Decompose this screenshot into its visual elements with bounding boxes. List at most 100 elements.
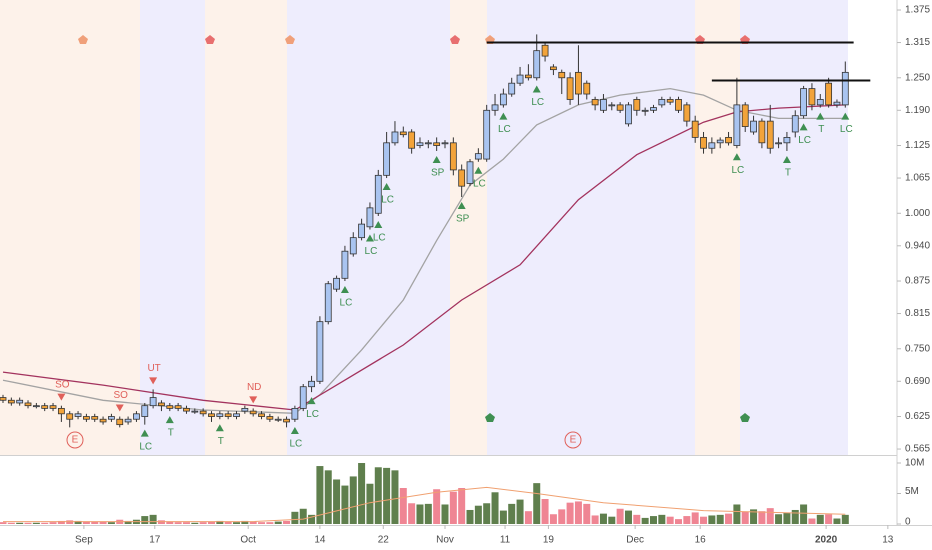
volume-bar bbox=[633, 514, 641, 524]
volume-bar bbox=[49, 522, 57, 524]
signal-arrow bbox=[474, 166, 483, 174]
y-tick-label: 1.250 bbox=[905, 72, 930, 83]
volume-bar bbox=[283, 520, 291, 524]
candle-body bbox=[691, 120, 699, 138]
candle-body bbox=[274, 418, 282, 421]
candle-body bbox=[7, 399, 15, 404]
candle-body bbox=[424, 142, 432, 145]
volume-bar bbox=[783, 513, 791, 524]
y-tick-label: 0.625 bbox=[905, 411, 930, 422]
volume-bar bbox=[458, 488, 466, 524]
volume-bar bbox=[574, 501, 582, 524]
candle-body bbox=[783, 136, 791, 144]
signal-label: SO bbox=[55, 379, 70, 390]
volume-bar bbox=[816, 514, 824, 524]
candle-body bbox=[0, 397, 7, 401]
signal-label: LC bbox=[306, 409, 319, 420]
volume-bar bbox=[683, 516, 691, 524]
candle-body bbox=[66, 413, 74, 420]
volume-bar bbox=[658, 514, 666, 524]
candle-body bbox=[158, 402, 165, 407]
x-tick-label: Nov bbox=[436, 535, 454, 546]
candle-body bbox=[499, 93, 507, 106]
candle-body bbox=[566, 77, 574, 100]
volume-bar bbox=[182, 522, 190, 524]
volume-bar bbox=[66, 520, 74, 524]
signal-arrow bbox=[249, 396, 258, 404]
signal-arrow bbox=[799, 123, 808, 131]
volume-bar bbox=[366, 483, 374, 524]
volume-bar bbox=[16, 522, 24, 524]
candle-body bbox=[775, 142, 782, 145]
candle-body bbox=[524, 74, 532, 79]
band bbox=[487, 0, 695, 455]
volume-bar bbox=[324, 470, 332, 524]
volume-bar bbox=[266, 522, 274, 524]
candle-body bbox=[816, 99, 824, 106]
volume-bar bbox=[24, 522, 32, 524]
candle-body bbox=[558, 71, 566, 79]
volume-bar bbox=[141, 516, 149, 524]
volume-bar bbox=[358, 463, 366, 524]
volume-bar bbox=[124, 520, 132, 524]
x-tick-label: 11 bbox=[500, 535, 511, 546]
band bbox=[450, 0, 487, 455]
candle-body bbox=[491, 104, 499, 111]
y-tick-label: 0.690 bbox=[905, 376, 930, 387]
candle-body bbox=[533, 50, 541, 79]
candle-body bbox=[741, 104, 749, 127]
candle-body bbox=[408, 131, 416, 149]
volume-bar bbox=[274, 521, 282, 524]
volume-bar bbox=[32, 522, 40, 524]
candle-body bbox=[641, 109, 649, 112]
candle-body bbox=[516, 74, 524, 84]
candle-body bbox=[216, 413, 224, 417]
y-tick-label: 1.065 bbox=[905, 173, 930, 184]
candle-body bbox=[666, 99, 674, 103]
volume-bar bbox=[733, 504, 741, 524]
candle-body bbox=[283, 418, 290, 423]
candle-body bbox=[625, 104, 632, 125]
pentagon bbox=[205, 35, 215, 44]
volume-tick-label: 10M bbox=[905, 458, 924, 469]
band bbox=[205, 0, 287, 455]
y-tick-label: 0.750 bbox=[905, 343, 930, 354]
band bbox=[695, 0, 740, 455]
volume-bar bbox=[107, 522, 115, 524]
volume-bar bbox=[224, 521, 232, 524]
volume-bar bbox=[333, 479, 341, 524]
event-label: E bbox=[72, 435, 79, 446]
candle-body bbox=[633, 99, 641, 111]
volume-bar bbox=[207, 521, 215, 524]
x-tick-label: Sep bbox=[75, 535, 93, 546]
candle-body bbox=[41, 405, 49, 409]
candle-body bbox=[299, 386, 307, 409]
candle-body bbox=[708, 142, 716, 149]
signal-label: LC bbox=[365, 246, 378, 257]
signal-label: LC bbox=[798, 135, 811, 146]
candle-body bbox=[183, 407, 190, 412]
band bbox=[0, 0, 140, 455]
volume-bar bbox=[433, 489, 441, 524]
candle-body bbox=[658, 99, 666, 106]
signal-arrow bbox=[816, 112, 825, 120]
volume-tick-label: 5M bbox=[905, 486, 919, 497]
x-tick-label: 14 bbox=[314, 535, 326, 546]
candle-body bbox=[791, 115, 799, 133]
event-label: E bbox=[570, 435, 577, 446]
candle-body bbox=[608, 104, 616, 107]
signal-arrow bbox=[382, 183, 391, 191]
candle-body bbox=[358, 223, 366, 239]
x-tick-label: Dec bbox=[626, 535, 644, 546]
candle-body bbox=[74, 413, 82, 417]
candle-body bbox=[341, 250, 349, 279]
volume-bar bbox=[216, 520, 224, 524]
x-tick-label: 22 bbox=[378, 535, 390, 546]
signal-arrow bbox=[365, 234, 374, 242]
signal-arrow bbox=[140, 429, 149, 437]
volume-bar bbox=[558, 509, 566, 524]
y-tick-label: 1.125 bbox=[905, 140, 930, 151]
volume-bar bbox=[791, 509, 799, 524]
candle-body bbox=[683, 104, 691, 122]
candle-body bbox=[349, 237, 357, 255]
